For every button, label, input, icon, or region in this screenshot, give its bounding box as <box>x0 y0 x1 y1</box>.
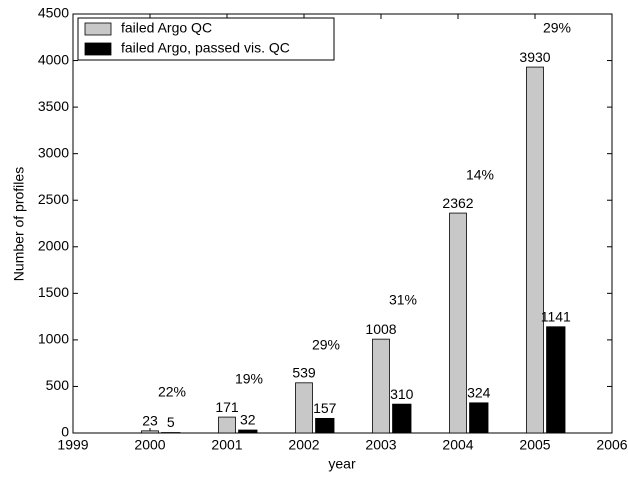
annotation: 29% <box>312 337 340 353</box>
x-tick-label: 2003 <box>365 437 396 453</box>
y-tick-label: 4500 <box>38 5 69 21</box>
annotation: 22% <box>158 384 186 400</box>
y-tick-label: 2000 <box>38 237 69 253</box>
bar <box>296 383 313 433</box>
bar <box>316 418 334 433</box>
bar <box>470 403 488 433</box>
x-tick-label: 2001 <box>211 437 242 453</box>
bar <box>373 339 390 433</box>
x-tick-label: 2006 <box>596 437 627 453</box>
y-tick-label: 3500 <box>38 98 69 114</box>
data-label: 32 <box>240 412 256 428</box>
legend-swatch <box>85 43 111 55</box>
y-tick-label: 2500 <box>38 191 69 207</box>
data-label: 324 <box>467 385 491 401</box>
data-label: 157 <box>313 400 337 416</box>
legend-label: failed Argo, passed vis. QC <box>121 40 290 56</box>
annotation: 31% <box>389 292 417 308</box>
data-label: 5 <box>167 414 175 430</box>
data-label: 3930 <box>519 49 550 65</box>
data-label: 1008 <box>365 321 396 337</box>
legend-label: failed Argo QC <box>121 20 212 36</box>
data-label: 539 <box>292 365 316 381</box>
annotation: 14% <box>466 167 494 183</box>
data-label: 171 <box>215 399 239 415</box>
y-tick-label: 4000 <box>38 51 69 67</box>
x-tick-label: 1999 <box>57 437 88 453</box>
data-label: 1141 <box>541 308 571 324</box>
bar <box>450 213 467 433</box>
x-tick-label: 2004 <box>442 437 473 453</box>
data-label: 310 <box>390 386 414 402</box>
bar <box>219 417 236 433</box>
x-axis-label: year <box>328 456 356 472</box>
bar <box>393 404 411 433</box>
annotation: 19% <box>235 371 263 387</box>
y-tick-label: 3000 <box>38 144 69 160</box>
data-label: 2362 <box>442 195 473 211</box>
legend-swatch <box>85 23 111 35</box>
bar <box>547 327 565 433</box>
x-tick-label: 2000 <box>134 437 165 453</box>
bar <box>239 430 257 433</box>
bar <box>527 67 544 433</box>
y-tick-label: 1000 <box>38 331 69 347</box>
data-label: 23 <box>142 413 158 429</box>
y-tick-label: 500 <box>46 377 70 393</box>
y-tick-label: 1500 <box>38 284 69 300</box>
y-axis-label: Number of profiles <box>11 167 27 281</box>
annotation: 29% <box>543 20 571 36</box>
x-tick-label: 2002 <box>288 437 319 453</box>
x-tick-label: 2005 <box>519 437 550 453</box>
bar <box>142 431 159 433</box>
